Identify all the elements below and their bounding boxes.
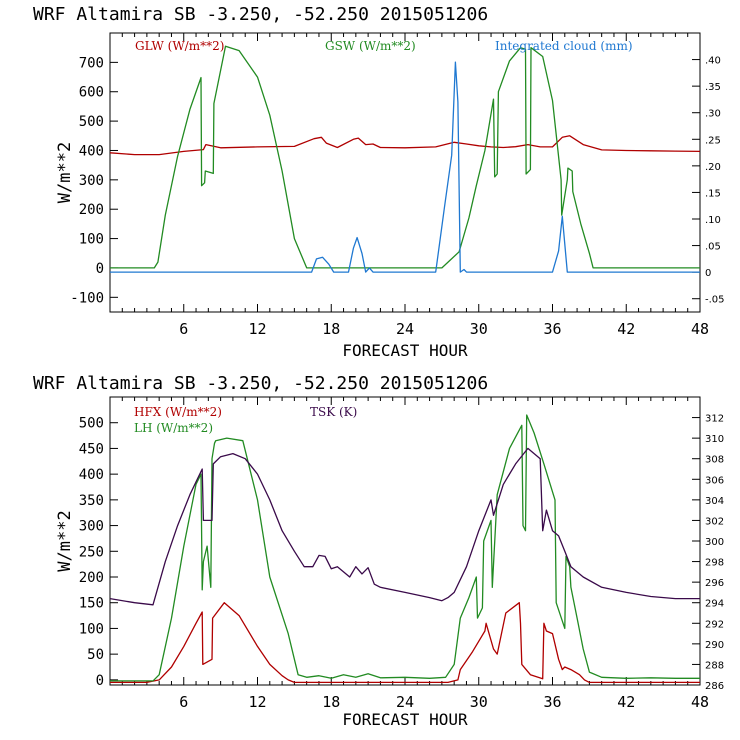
flux-y2-tick-label: 294 <box>705 599 724 610</box>
flux-y2-tick-label: 302 <box>705 516 724 527</box>
radiation-y-axis-label: W/m**2 <box>55 142 75 203</box>
radiation-series-gsw-line <box>110 45 700 269</box>
radiation-chart-title: WRF Altamira SB -3.250, -52.250 20150512… <box>33 4 488 25</box>
radiation-x-tick-label: 6 <box>179 320 188 338</box>
flux-x-tick-label: 36 <box>543 693 561 711</box>
radiation-x-axis-label: FORECAST HOUR <box>342 341 468 360</box>
radiation-y-tick-label: 400 <box>79 143 104 159</box>
flux-y2-tick-label: 298 <box>705 558 724 569</box>
flux-y-tick-label: 250 <box>79 544 104 560</box>
radiation-y2-tick-label: .40 <box>705 56 721 67</box>
flux-x-tick-label: 12 <box>248 693 266 711</box>
flux-legend-hfx: HFX (W/m**2) <box>134 405 222 419</box>
flux-series-tsk-line <box>110 447 700 606</box>
radiation-y2-tick-label: .20 <box>705 162 721 173</box>
radiation-y-tick-label: 300 <box>79 173 104 189</box>
radiation-x-tick-label: 30 <box>470 320 488 338</box>
flux-y2-tick-label: 308 <box>705 455 724 466</box>
flux-y-tick-label: 500 <box>79 416 104 432</box>
radiation-y2-tick-label: -.05 <box>705 295 725 306</box>
flux-x-axis-label: FORECAST HOUR <box>342 710 468 729</box>
radiation-y-tick-label: 700 <box>79 55 104 71</box>
flux-series-lh-line <box>110 414 700 682</box>
radiation-x-tick-label: 12 <box>248 320 266 338</box>
flux-legend-lh: LH (W/m**2) <box>134 421 213 435</box>
flux-y2-tick-label: 288 <box>705 660 724 671</box>
radiation-legend-glw: GLW (W/m**2) <box>135 39 224 53</box>
flux-x-tick-label: 42 <box>617 693 635 711</box>
flux-x-tick-label: 48 <box>691 693 709 711</box>
flux-y2-tick-label: 310 <box>705 434 724 445</box>
flux-y2-tick-label: 312 <box>705 414 724 425</box>
radiation-y-tick-label: -100 <box>70 290 104 306</box>
flux-y2-tick-label: 290 <box>705 640 724 651</box>
flux-y2-tick-label: 300 <box>705 537 724 548</box>
flux-y-tick-label: 50 <box>87 647 104 663</box>
radiation-legend-integrated: Integrated cloud (mm) <box>495 39 633 53</box>
flux-y2-tick-label: 306 <box>705 475 724 486</box>
radiation-y2-tick-label: 0 <box>705 268 711 279</box>
flux-y2-tick-label: 292 <box>705 619 724 630</box>
radiation-plot-frame <box>109 32 701 313</box>
flux-x-tick-label: 24 <box>396 693 414 711</box>
radiation-series-glw-line <box>110 135 700 156</box>
flux-legend-tsk: TSK (K) <box>310 405 357 419</box>
radiation-chart: WRF Altamira SB -3.250, -52.250 20150512… <box>33 4 725 360</box>
flux-y-tick-label: 450 <box>79 441 104 457</box>
flux-x-tick-label: 30 <box>470 693 488 711</box>
radiation-series-integrated-line <box>110 61 700 273</box>
flux-y2-tick-label: 304 <box>705 496 724 507</box>
radiation-x-tick-label: 24 <box>396 320 414 338</box>
radiation-y2-tick-label: .35 <box>705 82 721 93</box>
flux-y-tick-label: 0 <box>96 673 104 689</box>
flux-series-hfx-line <box>110 602 700 684</box>
radiation-x-tick-label: 42 <box>617 320 635 338</box>
radiation-legend-gsw: GSW (W/m**2) <box>325 39 416 53</box>
flux-x-tick-label: 6 <box>179 693 188 711</box>
radiation-y2-tick-label: .25 <box>705 135 721 146</box>
surface-flux-chart: WRF Altamira SB -3.250, -52.250 20150512… <box>33 373 724 729</box>
flux-y2-tick-label: 286 <box>705 681 724 692</box>
flux-chart-title: WRF Altamira SB -3.250, -52.250 20150512… <box>33 373 488 394</box>
radiation-x-tick-label: 36 <box>543 320 561 338</box>
radiation-y2-tick-label: .30 <box>705 109 721 120</box>
radiation-x-tick-label: 48 <box>691 320 709 338</box>
radiation-y-tick-label: 100 <box>79 232 104 248</box>
radiation-y2-tick-label: .15 <box>705 188 721 199</box>
flux-plot-frame <box>109 396 701 686</box>
flux-y2-tick-label: 296 <box>705 578 724 589</box>
flux-x-tick-label: 18 <box>322 693 340 711</box>
flux-y-axis-label: W/m**2 <box>55 510 75 571</box>
radiation-y-tick-label: 500 <box>79 114 104 130</box>
flux-y-tick-label: 200 <box>79 570 104 586</box>
radiation-y2-tick-label: .05 <box>705 242 721 253</box>
radiation-y-tick-label: 600 <box>79 85 104 101</box>
flux-y-tick-label: 300 <box>79 519 104 535</box>
flux-y-tick-label: 100 <box>79 621 104 637</box>
radiation-x-tick-label: 18 <box>322 320 340 338</box>
flux-y-tick-label: 350 <box>79 493 104 509</box>
radiation-y2-tick-label: .10 <box>705 215 721 226</box>
flux-y-tick-label: 150 <box>79 596 104 612</box>
radiation-y-tick-label: 0 <box>96 261 104 277</box>
radiation-y-tick-label: 200 <box>79 202 104 218</box>
flux-y-tick-label: 400 <box>79 467 104 483</box>
